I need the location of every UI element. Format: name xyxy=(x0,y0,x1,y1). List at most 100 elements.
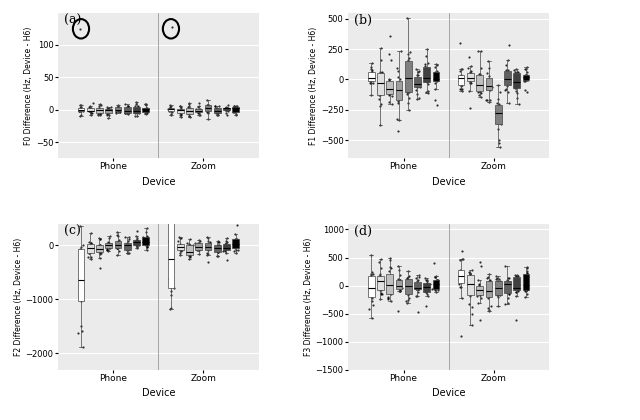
Point xyxy=(521,77,531,84)
Point xyxy=(476,295,486,302)
Point xyxy=(175,103,185,110)
Point xyxy=(412,281,422,288)
Point xyxy=(495,144,506,150)
Point xyxy=(415,78,425,85)
Point xyxy=(228,239,239,246)
Point xyxy=(86,109,96,116)
Point xyxy=(501,67,511,74)
Point xyxy=(431,281,442,288)
Point xyxy=(122,105,132,112)
Point xyxy=(482,274,492,281)
Point xyxy=(103,115,113,121)
Point xyxy=(412,90,422,97)
Point xyxy=(404,277,415,284)
Point xyxy=(220,247,230,253)
Point xyxy=(482,84,492,91)
Point xyxy=(515,281,525,288)
Point xyxy=(95,242,105,249)
Point xyxy=(520,294,530,300)
Legend: i, e, ɛ, a, ə, o, ɔ, u: i, e, ɛ, a, ə, o, ɔ, u xyxy=(268,244,302,350)
Point xyxy=(385,257,395,264)
Point xyxy=(232,222,243,229)
Point xyxy=(140,100,150,107)
Point xyxy=(93,107,103,113)
Point xyxy=(122,242,132,249)
Point xyxy=(193,108,204,115)
Point xyxy=(475,292,485,299)
Point xyxy=(394,284,404,290)
Point xyxy=(114,108,124,115)
PathPatch shape xyxy=(133,107,140,113)
Point xyxy=(512,94,522,101)
Point xyxy=(184,248,194,255)
Point xyxy=(494,115,504,121)
Point xyxy=(385,291,396,297)
Point xyxy=(482,97,492,103)
Point xyxy=(467,304,477,311)
PathPatch shape xyxy=(368,276,374,297)
Point xyxy=(231,111,241,118)
Point xyxy=(86,253,96,260)
Point xyxy=(511,74,522,80)
Point xyxy=(213,247,223,253)
Point xyxy=(385,50,395,57)
Point xyxy=(375,71,385,78)
Point xyxy=(103,239,113,246)
Point xyxy=(84,104,95,110)
Point xyxy=(140,229,150,236)
Point xyxy=(483,279,493,286)
Point xyxy=(491,108,501,115)
Point xyxy=(420,288,430,295)
Point xyxy=(203,110,213,117)
Point xyxy=(457,270,467,276)
Point xyxy=(141,243,152,250)
Point xyxy=(412,278,422,285)
Point xyxy=(393,100,403,107)
Point xyxy=(405,48,415,55)
Point xyxy=(520,287,531,294)
Point xyxy=(432,68,442,74)
Point xyxy=(492,275,502,281)
Point xyxy=(211,102,221,109)
Point xyxy=(411,275,421,282)
Point xyxy=(491,273,501,279)
Point xyxy=(430,69,440,76)
Point xyxy=(104,111,115,118)
Point xyxy=(394,74,404,81)
PathPatch shape xyxy=(522,75,529,80)
Point xyxy=(202,252,212,259)
Point xyxy=(493,105,504,112)
Point xyxy=(376,57,386,64)
Point xyxy=(493,291,503,298)
PathPatch shape xyxy=(495,281,502,294)
Point xyxy=(385,283,396,289)
Point xyxy=(95,265,106,272)
Point xyxy=(503,275,513,281)
Point xyxy=(113,245,123,252)
Point xyxy=(221,246,231,252)
Point xyxy=(212,253,223,260)
Point xyxy=(203,109,213,116)
Point xyxy=(456,268,466,275)
Point xyxy=(493,279,504,286)
Point xyxy=(164,198,174,205)
Point xyxy=(213,246,223,252)
Point xyxy=(84,108,95,114)
Point xyxy=(392,92,403,99)
PathPatch shape xyxy=(433,72,439,81)
Point xyxy=(111,108,122,115)
Point xyxy=(384,268,394,275)
Point xyxy=(367,77,377,84)
Point xyxy=(366,79,376,86)
Point xyxy=(375,279,385,286)
Point xyxy=(201,241,211,248)
Point xyxy=(232,103,242,110)
Point xyxy=(222,105,232,111)
Point xyxy=(221,105,231,112)
Point xyxy=(423,77,433,84)
Point xyxy=(365,272,376,278)
Point xyxy=(139,105,149,112)
Point xyxy=(403,291,413,298)
Point xyxy=(365,286,376,293)
PathPatch shape xyxy=(195,109,202,113)
